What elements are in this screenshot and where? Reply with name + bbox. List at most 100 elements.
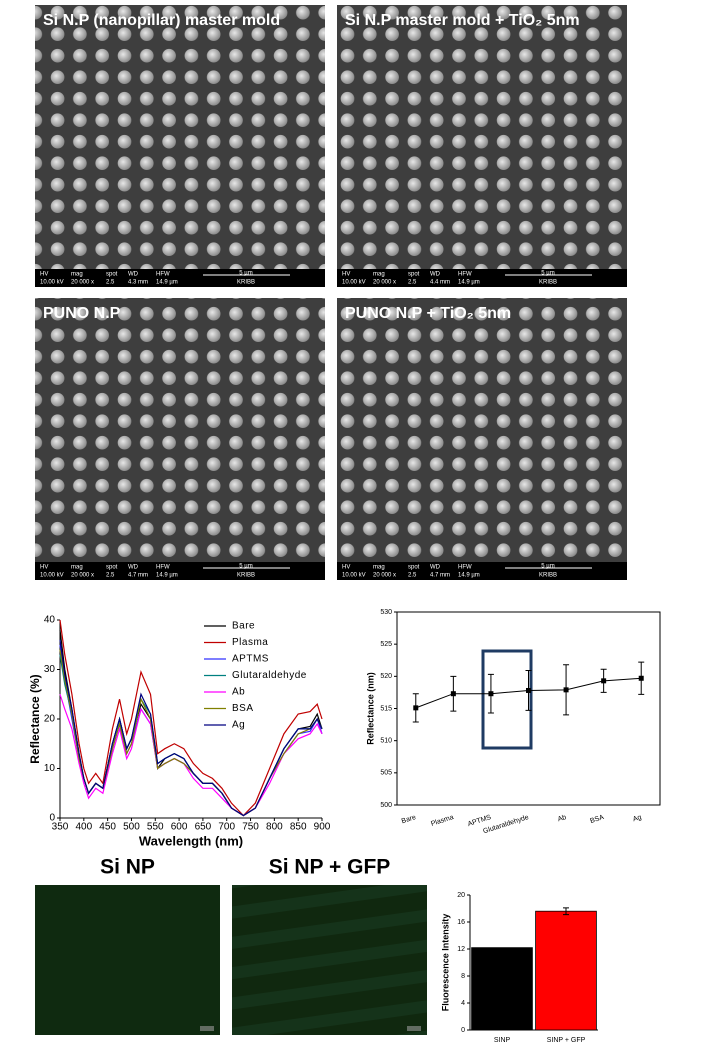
info-value: 10.00 kV xyxy=(40,573,64,579)
image-label: Si NP xyxy=(100,856,155,879)
info-value: 2.5 xyxy=(408,280,417,286)
info-value: 2.5 xyxy=(408,573,417,579)
y-tick-label: 505 xyxy=(380,770,392,777)
info-value: 4.7 mm xyxy=(128,573,148,579)
y-tick-label: 10 xyxy=(44,763,56,774)
sem-image xyxy=(337,5,627,269)
info-bar xyxy=(35,269,325,287)
y-tick-label: 20 xyxy=(44,714,56,725)
legend-label: Ag xyxy=(232,720,245,731)
x-tick-label: 750 xyxy=(242,822,259,833)
sem-title: Si N.P master mold + TiO₂ 5nm xyxy=(345,12,580,29)
sem-title: PUNO N.P + TiO₂ 5nm xyxy=(345,305,511,322)
marker xyxy=(563,687,569,693)
y-tick-label: 500 xyxy=(380,802,392,809)
x-tick-label: 700 xyxy=(218,822,235,833)
scale-box xyxy=(200,1026,214,1031)
info-header: mag xyxy=(71,272,83,278)
info-header: HV xyxy=(342,272,350,278)
marker xyxy=(638,675,644,681)
y-tick-label: 40 xyxy=(44,615,56,626)
series-line xyxy=(59,619,323,817)
error-bar xyxy=(563,907,569,916)
org-label: KRIBB xyxy=(237,573,255,579)
info-header: HFW xyxy=(458,272,472,278)
y-axis-label: Reflectance (nm) xyxy=(365,672,375,745)
x-tick-label: 600 xyxy=(171,822,188,833)
y-tick-label: 12 xyxy=(457,946,465,953)
info-value: 4.4 mm xyxy=(430,280,450,286)
scale-label: 5 µm xyxy=(541,271,554,277)
info-value: 4.7 mm xyxy=(430,573,450,579)
info-bar xyxy=(337,269,627,287)
info-header: WD xyxy=(430,272,441,278)
scale-label: 5 µm xyxy=(239,271,252,277)
y-axis-label: Reflectance (%) xyxy=(28,674,42,763)
legend-label: Glutaraldehyde xyxy=(232,670,307,681)
series-line xyxy=(59,639,323,817)
y-tick-label: 30 xyxy=(44,664,56,675)
info-value: 2.5 xyxy=(106,280,115,286)
x-tick-label: 500 xyxy=(123,822,140,833)
info-value: 10.00 kV xyxy=(342,280,366,286)
y-tick-label: 520 xyxy=(380,673,392,680)
x-tick-label: 800 xyxy=(266,822,283,833)
info-header: HFW xyxy=(458,565,472,571)
x-tick-label: Bare xyxy=(401,814,417,825)
info-bar xyxy=(35,562,325,580)
sem-image xyxy=(35,5,325,269)
sem-image xyxy=(35,298,325,562)
legend-label: Ab xyxy=(232,687,245,698)
info-header: HV xyxy=(40,272,48,278)
y-tick-label: 0 xyxy=(49,813,55,824)
info-value: 14.9 µm xyxy=(458,280,480,286)
info-header: spot xyxy=(408,272,420,278)
x-tick-label: SINP xyxy=(494,1037,511,1044)
info-value: 2.5 xyxy=(106,573,115,579)
marker xyxy=(488,691,494,697)
info-header: HV xyxy=(342,565,350,571)
x-tick-label: Plasma xyxy=(430,814,454,828)
info-value: 4.3 mm xyxy=(128,280,148,286)
info-value: 14.9 µm xyxy=(156,280,178,286)
x-tick-label: 850 xyxy=(290,822,307,833)
x-tick-label: SINP + GFP xyxy=(547,1037,586,1044)
info-value: 20 000 x xyxy=(71,573,94,579)
y-tick-label: 525 xyxy=(380,641,392,648)
legend-label: Plasma xyxy=(232,637,268,648)
info-header: spot xyxy=(106,272,118,278)
org-label: KRIBB xyxy=(539,280,557,286)
info-header: HFW xyxy=(156,272,170,278)
x-tick-label: 550 xyxy=(147,822,164,833)
bar xyxy=(535,910,597,1031)
info-header: spot xyxy=(408,565,420,571)
info-header: mag xyxy=(373,565,385,571)
org-label: KRIBB xyxy=(237,280,255,286)
highlight-box xyxy=(481,649,533,750)
info-bar xyxy=(337,562,627,580)
y-tick-label: 510 xyxy=(380,738,392,745)
x-tick-label: 350 xyxy=(52,822,69,833)
y-tick-label: 8 xyxy=(461,973,465,980)
info-value: 10.00 kV xyxy=(342,573,366,579)
y-axis-label: Fluorescence Intensity xyxy=(440,914,450,1012)
bar xyxy=(471,947,533,1031)
info-header: HFW xyxy=(156,565,170,571)
info-header: WD xyxy=(128,272,139,278)
fluorescence-image xyxy=(35,885,220,1035)
scale-label: 5 µm xyxy=(239,564,252,570)
info-value: 14.9 µm xyxy=(458,573,480,579)
series-line xyxy=(59,629,323,817)
info-value: 20 000 x xyxy=(373,573,396,579)
sem-image xyxy=(337,298,627,562)
x-axis-label: Wavelength (nm) xyxy=(139,833,243,848)
x-tick-label: Ab xyxy=(557,814,567,823)
x-tick-label: 650 xyxy=(195,822,212,833)
y-tick-label: 20 xyxy=(457,892,465,899)
info-header: WD xyxy=(128,565,139,571)
sem-title: PUNO N.P xyxy=(43,305,121,322)
fluorescence-image xyxy=(232,885,427,1035)
image-label: Si NP + GFP xyxy=(269,856,391,879)
y-tick-label: 0 xyxy=(461,1027,465,1034)
